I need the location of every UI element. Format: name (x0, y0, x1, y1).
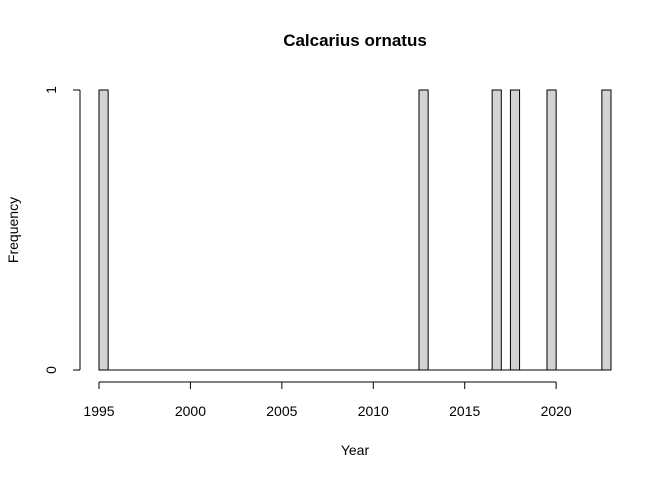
y-axis: 01 (43, 86, 81, 374)
histogram-bar (491, 89, 502, 371)
x-tick-label: 2020 (541, 403, 572, 419)
x-axis: 1995 2000 2005 2010 2015 2020 (83, 381, 572, 419)
histogram-bar (601, 89, 612, 371)
chart-title: Calcarius ornatus (283, 31, 427, 50)
bars-group (98, 89, 612, 371)
x-tick-label: 2015 (449, 403, 480, 419)
x-tick-label: 2010 (358, 403, 389, 419)
histogram-bar (98, 89, 109, 371)
x-axis-label: Year (341, 442, 370, 458)
x-tick-label: 2000 (175, 403, 206, 419)
x-tick-label: 2005 (266, 403, 297, 419)
histogram-bar (509, 89, 521, 371)
histogram-bar (418, 89, 429, 371)
x-tick-label: 1995 (83, 403, 114, 419)
histogram-bar (546, 89, 557, 371)
y-axis-label: Frequency (5, 197, 21, 263)
y-tick-label: 0 (43, 366, 59, 374)
y-tick-label: 1 (43, 86, 59, 94)
